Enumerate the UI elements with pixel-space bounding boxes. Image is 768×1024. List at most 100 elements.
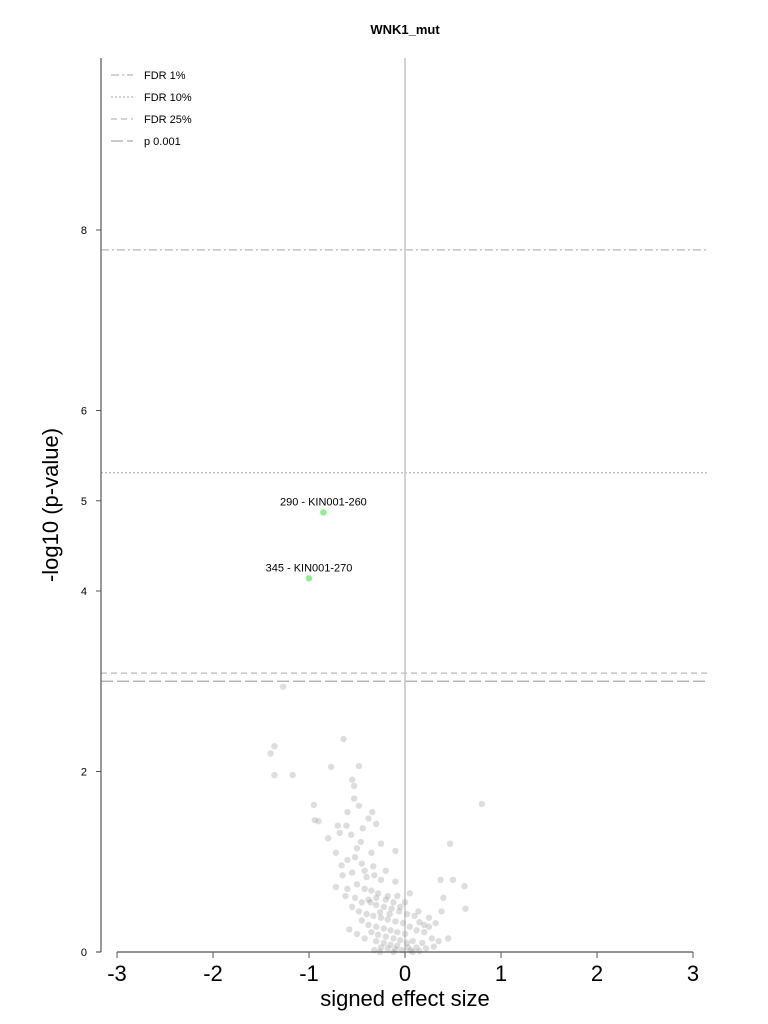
data-point-83 bbox=[368, 928, 375, 936]
data-point-103 bbox=[419, 939, 426, 947]
data-point-81 bbox=[394, 928, 401, 936]
x-tick-label-5: 2 bbox=[591, 961, 603, 986]
data-point-19 bbox=[325, 835, 332, 842]
data-point-65 bbox=[380, 903, 388, 911]
legend: FDR 1% FDR 10% FDR 25% p 0.001 bbox=[111, 70, 192, 148]
data-point-39 bbox=[437, 876, 444, 883]
data-point-24 bbox=[373, 820, 380, 828]
data-point-116 bbox=[371, 872, 378, 879]
data-point-122 bbox=[390, 899, 397, 906]
data-point-23 bbox=[359, 825, 366, 832]
data-point-93 bbox=[404, 944, 412, 951]
data-point-8 bbox=[349, 776, 356, 783]
data-point-96 bbox=[392, 946, 399, 953]
data-point-43 bbox=[462, 905, 469, 912]
data-point-4 bbox=[289, 771, 296, 779]
data-point-76 bbox=[358, 917, 365, 924]
data-point-48 bbox=[421, 928, 428, 936]
data-point-119 bbox=[365, 815, 372, 822]
legend-label-0: FDR 1% bbox=[144, 70, 186, 82]
y-axis-ticks: 0 2 4 5 6 8 bbox=[81, 225, 101, 959]
data-point-86 bbox=[390, 935, 397, 942]
data-point-79 bbox=[380, 925, 388, 932]
data-point-106 bbox=[435, 937, 442, 945]
data-point-130 bbox=[401, 899, 409, 906]
data-point-133 bbox=[421, 921, 428, 929]
x-axis-label: signed effect size bbox=[320, 986, 490, 1011]
data-point-3 bbox=[271, 771, 278, 779]
data-point-75 bbox=[399, 919, 407, 927]
data-point-57 bbox=[368, 887, 375, 894]
data-point-21 bbox=[343, 822, 350, 829]
data-point-126 bbox=[338, 862, 345, 869]
data-point-58 bbox=[374, 890, 382, 897]
data-point-37 bbox=[377, 876, 385, 883]
data-point-131 bbox=[406, 890, 413, 897]
y-tick-label-4: 6 bbox=[81, 406, 87, 418]
data-point-73 bbox=[384, 916, 391, 923]
data-point-29 bbox=[332, 849, 340, 856]
y-tick-label-3: 5 bbox=[81, 496, 87, 508]
data-point-127 bbox=[332, 883, 340, 891]
data-point-78 bbox=[373, 923, 380, 930]
data-point-99 bbox=[413, 944, 420, 951]
x-axis-ticks: -3 -2 -1 0 1 2 3 bbox=[107, 952, 699, 986]
data-point-26 bbox=[368, 849, 375, 856]
data-point-104 bbox=[422, 945, 430, 952]
data-point-71 bbox=[370, 912, 377, 920]
point-label-0: 290 - KIN001-260 bbox=[280, 496, 367, 508]
data-point-33 bbox=[382, 867, 389, 874]
data-point-100 bbox=[346, 926, 353, 933]
y-tick-label-5: 8 bbox=[81, 225, 87, 237]
data-point-123 bbox=[397, 903, 404, 911]
data-point-36 bbox=[363, 873, 370, 881]
data-point-129 bbox=[415, 908, 422, 915]
data-point-59 bbox=[384, 892, 391, 900]
data-point-0 bbox=[279, 683, 287, 690]
data-point-14 bbox=[369, 808, 376, 816]
data-point-87 bbox=[397, 937, 404, 944]
data-point-64 bbox=[373, 901, 380, 909]
data-point-88 bbox=[403, 939, 411, 947]
data-point-17 bbox=[478, 800, 485, 808]
data-point-62 bbox=[358, 899, 365, 906]
data-point-89 bbox=[373, 937, 380, 945]
data-point-34 bbox=[349, 869, 356, 876]
data-point-1 bbox=[267, 750, 274, 757]
data-point-111 bbox=[416, 947, 423, 955]
chart-title: WNK1_mut bbox=[370, 22, 440, 37]
data-point-68 bbox=[349, 903, 356, 911]
data-point-117 bbox=[357, 838, 365, 846]
point-label-1: 345 - KIN001-270 bbox=[266, 562, 353, 574]
data-point-95 bbox=[384, 945, 391, 952]
y-tick-label-0: 0 bbox=[81, 947, 87, 959]
data-point-32 bbox=[370, 863, 377, 870]
data-point-105 bbox=[430, 943, 437, 950]
data-point-28 bbox=[392, 847, 399, 855]
data-point-41 bbox=[449, 876, 457, 883]
data-point-74 bbox=[392, 918, 399, 925]
data-point-128 bbox=[351, 854, 359, 861]
data-point-124 bbox=[403, 910, 411, 918]
data-point-102 bbox=[361, 935, 368, 942]
data-point-132 bbox=[394, 892, 401, 900]
data-point-114 bbox=[386, 910, 393, 918]
data-point-67 bbox=[396, 908, 403, 915]
data-point-56 bbox=[361, 885, 368, 893]
data-point-50 bbox=[413, 927, 420, 934]
data-point-45 bbox=[445, 935, 452, 942]
data-point-20 bbox=[334, 822, 341, 829]
data-point-38 bbox=[392, 878, 399, 885]
data-point-27 bbox=[353, 845, 361, 852]
data-point-94 bbox=[377, 944, 385, 951]
data-point-22 bbox=[348, 831, 355, 838]
data-point-13 bbox=[315, 817, 322, 825]
data-point-101 bbox=[353, 930, 361, 938]
data-point-30 bbox=[344, 856, 351, 864]
x-tick-label-4: 1 bbox=[495, 961, 507, 986]
data-point-77 bbox=[365, 921, 372, 929]
data-point-118 bbox=[336, 829, 343, 837]
data-point-60 bbox=[344, 885, 351, 893]
data-point-42 bbox=[461, 882, 468, 890]
